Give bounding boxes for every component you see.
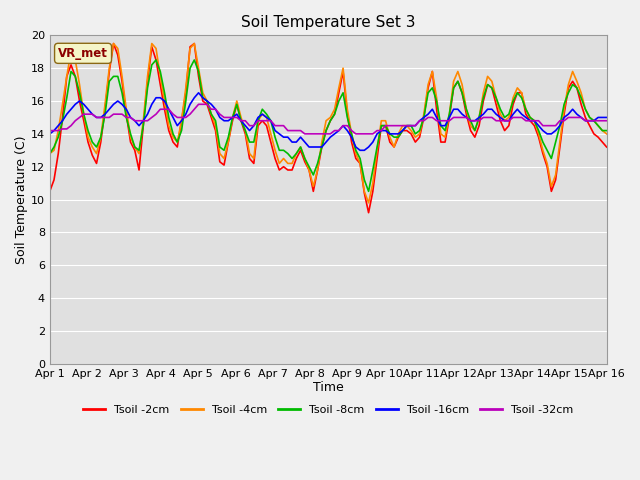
Tsoil -32cm — [500, 118, 508, 124]
Tsoil -16cm — [505, 118, 513, 124]
Tsoil -4cm — [500, 118, 508, 124]
Tsoil -2cm — [603, 144, 611, 150]
Tsoil -16cm — [195, 90, 202, 96]
Tsoil -4cm — [46, 151, 54, 156]
Tsoil -4cm — [220, 156, 228, 161]
X-axis label: Time: Time — [313, 382, 344, 395]
Tsoil -4cm — [93, 151, 100, 156]
Tsoil -4cm — [603, 131, 611, 137]
Tsoil -2cm — [365, 210, 372, 216]
Tsoil -16cm — [220, 118, 228, 124]
Tsoil -8cm — [365, 189, 372, 194]
Tsoil -16cm — [114, 98, 122, 104]
Tsoil -4cm — [118, 73, 126, 79]
Tsoil -16cm — [603, 115, 611, 120]
Tsoil -8cm — [500, 115, 508, 120]
Tsoil -32cm — [46, 128, 54, 133]
Tsoil -4cm — [365, 200, 372, 206]
Line: Tsoil -32cm: Tsoil -32cm — [50, 104, 607, 134]
Line: Tsoil -2cm: Tsoil -2cm — [50, 44, 607, 213]
Tsoil -4cm — [109, 41, 117, 47]
Line: Tsoil -4cm: Tsoil -4cm — [50, 44, 607, 203]
Tsoil -8cm — [220, 147, 228, 153]
Tsoil -8cm — [114, 73, 122, 79]
Tsoil -2cm — [46, 189, 54, 194]
Tsoil -8cm — [505, 111, 513, 117]
Tsoil -2cm — [93, 160, 100, 166]
Title: Soil Temperature Set 3: Soil Temperature Set 3 — [241, 15, 415, 30]
Line: Tsoil -16cm: Tsoil -16cm — [50, 93, 607, 150]
Tsoil -32cm — [195, 101, 202, 107]
Tsoil -32cm — [603, 118, 611, 124]
Tsoil -32cm — [505, 118, 513, 124]
Tsoil -16cm — [500, 118, 508, 124]
Tsoil -2cm — [505, 123, 513, 129]
Tsoil -16cm — [237, 118, 245, 124]
Tsoil -4cm — [505, 115, 513, 120]
Tsoil -8cm — [237, 118, 245, 124]
Tsoil -32cm — [114, 111, 122, 117]
Tsoil -2cm — [500, 128, 508, 133]
Legend: Tsoil -2cm, Tsoil -4cm, Tsoil -8cm, Tsoil -16cm, Tsoil -32cm: Tsoil -2cm, Tsoil -4cm, Tsoil -8cm, Tsoi… — [79, 400, 578, 419]
Tsoil -16cm — [46, 131, 54, 137]
Line: Tsoil -8cm: Tsoil -8cm — [50, 60, 607, 192]
Tsoil -8cm — [93, 144, 100, 150]
Text: VR_met: VR_met — [58, 47, 108, 60]
Tsoil -16cm — [356, 147, 364, 153]
Tsoil -32cm — [301, 131, 308, 137]
Tsoil -8cm — [603, 128, 611, 133]
Tsoil -8cm — [46, 151, 54, 156]
Tsoil -16cm — [93, 115, 100, 120]
Tsoil -2cm — [220, 162, 228, 168]
Tsoil -2cm — [237, 118, 245, 124]
Tsoil -32cm — [237, 118, 245, 124]
Y-axis label: Soil Temperature (C): Soil Temperature (C) — [15, 135, 28, 264]
Tsoil -2cm — [109, 41, 117, 47]
Tsoil -4cm — [237, 115, 245, 120]
Tsoil -2cm — [118, 78, 126, 84]
Tsoil -8cm — [152, 57, 160, 63]
Tsoil -32cm — [93, 115, 100, 120]
Tsoil -32cm — [220, 115, 228, 120]
